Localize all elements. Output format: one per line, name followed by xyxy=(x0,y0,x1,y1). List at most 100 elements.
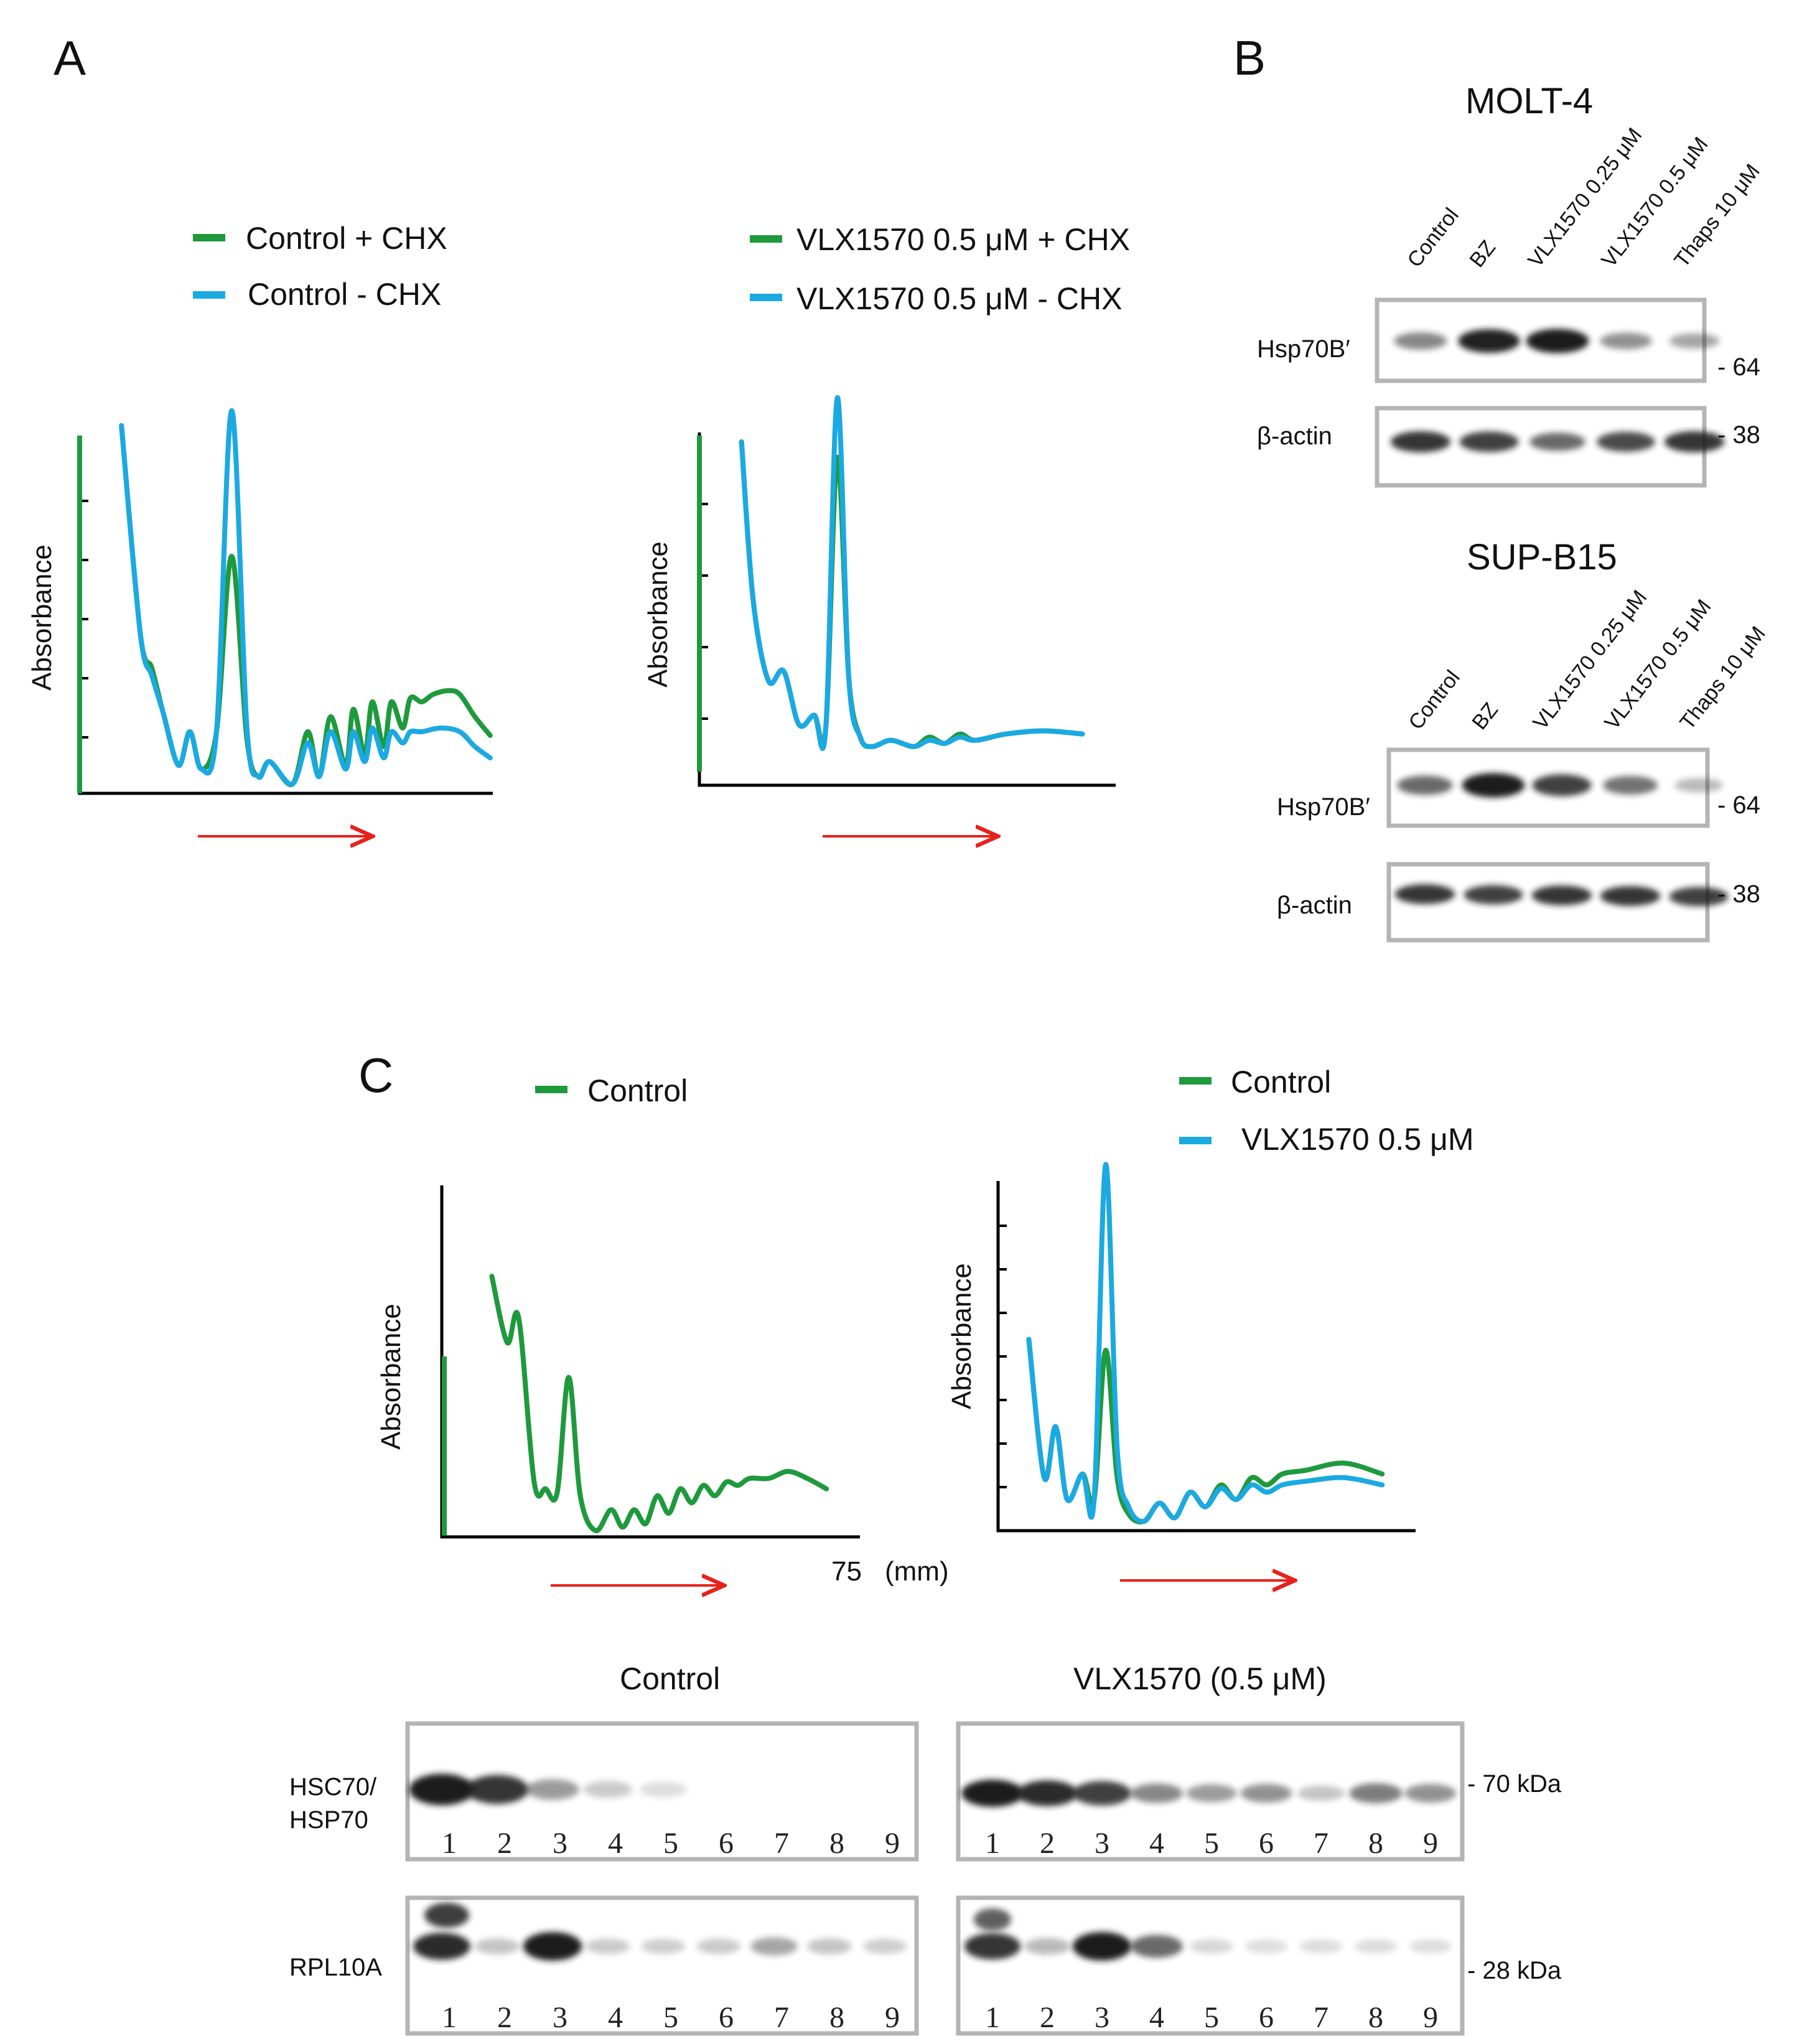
mw-marker: - 70 kDa xyxy=(1467,1770,1562,1798)
lane-number: 5 xyxy=(1204,2001,1219,2034)
blot-band xyxy=(1459,431,1519,452)
lane-label: Control xyxy=(1403,203,1463,272)
blot-band xyxy=(1297,1785,1345,1801)
blot-band xyxy=(1674,778,1723,793)
chart-c-left-series xyxy=(442,1274,829,1536)
lane-number: 9 xyxy=(885,2001,900,2034)
blot-band xyxy=(862,1938,907,1954)
lane-number: 7 xyxy=(774,1827,789,1860)
blot-title-supb15: SUP-B15 xyxy=(1467,537,1617,577)
blot-band xyxy=(409,1773,475,1806)
blot-bands-hsc70-control xyxy=(409,1773,687,1806)
lane-number: 8 xyxy=(1368,1827,1383,1860)
legend-swatch-blue xyxy=(193,291,225,299)
chart-a-left-series xyxy=(77,408,493,793)
row-label: HSP70 xyxy=(289,1806,368,1834)
lane-number: 2 xyxy=(497,1827,512,1860)
lane-number: 5 xyxy=(663,2001,678,2034)
blot-band xyxy=(1529,432,1585,451)
legend-label: Control + CHX xyxy=(246,221,447,256)
blot-band xyxy=(1669,887,1729,907)
blot-band xyxy=(1024,1938,1070,1955)
lane-labels-supb15: Control BZ VLX1570 0.25 μM VLX1570 0.5 μ… xyxy=(1404,586,1770,734)
lane-number: 7 xyxy=(1314,1827,1328,1860)
blot-band xyxy=(641,1938,686,1954)
lane-label: BZ xyxy=(1465,236,1500,272)
legend-label: Control - CHX xyxy=(248,277,441,312)
blot-band xyxy=(807,1938,852,1954)
blot-band xyxy=(1397,775,1453,795)
mw-marker: - 28 kDa xyxy=(1467,1957,1562,1984)
blot-band xyxy=(583,1781,633,1798)
blot-band xyxy=(961,1780,1024,1807)
blot-bands-hsc70-vlx xyxy=(961,1780,1457,1807)
blot-band xyxy=(1462,773,1525,798)
lane-number: 4 xyxy=(1149,1827,1164,1860)
lane-label: BZ xyxy=(1467,698,1503,734)
legend-c-left: Control xyxy=(535,1073,688,1108)
blot-band xyxy=(1190,1939,1233,1954)
legend-swatch-green xyxy=(193,234,225,241)
blot-bands-molt4-hsp70b xyxy=(1394,329,1720,353)
lane-numbers-hsc70-vlx: 1 2 3 4 5 6 7 8 9 xyxy=(985,1827,1438,1860)
legend-swatch-green xyxy=(535,1086,567,1093)
blot-band xyxy=(1186,1784,1237,1803)
legend-a-left: Control + CHX Control - CHX xyxy=(193,221,447,312)
blot-band xyxy=(1394,884,1455,904)
blot-band xyxy=(1349,1783,1403,1804)
series-line-blue xyxy=(119,408,493,787)
blot-band xyxy=(586,1938,630,1954)
blot-band xyxy=(1131,1934,1183,1958)
series-line-blue xyxy=(739,395,1085,751)
blot-band xyxy=(750,1937,798,1956)
legend-swatch-green xyxy=(1179,1077,1212,1085)
legend-label: Control xyxy=(587,1073,688,1108)
series-line-green xyxy=(1026,1337,1385,1525)
blot-band xyxy=(1597,432,1655,452)
lane-number: 1 xyxy=(442,1827,457,1860)
lane-number: 5 xyxy=(1204,1827,1219,1860)
lane-number: 1 xyxy=(985,2001,1000,2034)
blot-band xyxy=(1526,329,1589,353)
y-axis-label: Absorbance xyxy=(946,1263,977,1409)
blot-band xyxy=(526,1779,579,1800)
lane-number: 8 xyxy=(829,2001,844,2034)
x-tick-label: 75 xyxy=(831,1556,862,1587)
blot-bands-rpl10a-vlx xyxy=(964,1908,1452,1961)
legend-swatch-blue xyxy=(750,294,782,301)
mw-marker: - 38 xyxy=(1717,880,1760,908)
legend-label: VLX1570 0.5 μM - CHX xyxy=(796,281,1123,316)
chart-c-left-axes xyxy=(440,1185,860,1539)
blot-band xyxy=(475,1938,520,1954)
lane-number: 3 xyxy=(553,1827,567,1860)
lane-number: 2 xyxy=(497,2001,512,2034)
chart-a-left-axes xyxy=(78,442,493,795)
chart-a-right-series xyxy=(697,395,1085,772)
blot-band xyxy=(964,1933,1021,1960)
mw-marker: - 38 xyxy=(1717,421,1760,449)
mw-marker: - 64 xyxy=(1717,791,1760,819)
lane-number: 1 xyxy=(442,2001,457,2034)
blot-band xyxy=(1394,332,1447,350)
lane-number: 4 xyxy=(1149,2001,1164,2034)
legend-swatch-green xyxy=(750,235,782,243)
lane-number: 9 xyxy=(885,1827,900,1860)
blot-band xyxy=(523,1932,582,1961)
blot-bands-molt4-actin xyxy=(1390,431,1725,452)
blot-band xyxy=(1600,332,1652,350)
blot-band xyxy=(1664,431,1725,452)
lane-number: 7 xyxy=(774,2001,789,2034)
legend-label: VLX1570 0.5 μM + CHX xyxy=(796,222,1130,257)
blot-band xyxy=(1531,885,1592,905)
legend-c-right: Control VLX1570 0.5 μM xyxy=(1179,1065,1474,1157)
lane-numbers-rpl10a-vlx: 1 2 3 4 5 6 7 8 9 xyxy=(985,2001,1438,2034)
blot-band xyxy=(1532,774,1592,796)
y-axis-label: Absorbance xyxy=(376,1304,406,1450)
panel-a-label: A xyxy=(54,30,86,85)
panel-c-label: C xyxy=(358,1048,393,1103)
lane-number: 9 xyxy=(1423,1827,1438,1860)
blot-bands-rpl10a-control xyxy=(413,1903,907,1961)
x-axis-unit: (mm) xyxy=(885,1556,949,1587)
row-label: RPL10A xyxy=(289,1954,382,1981)
